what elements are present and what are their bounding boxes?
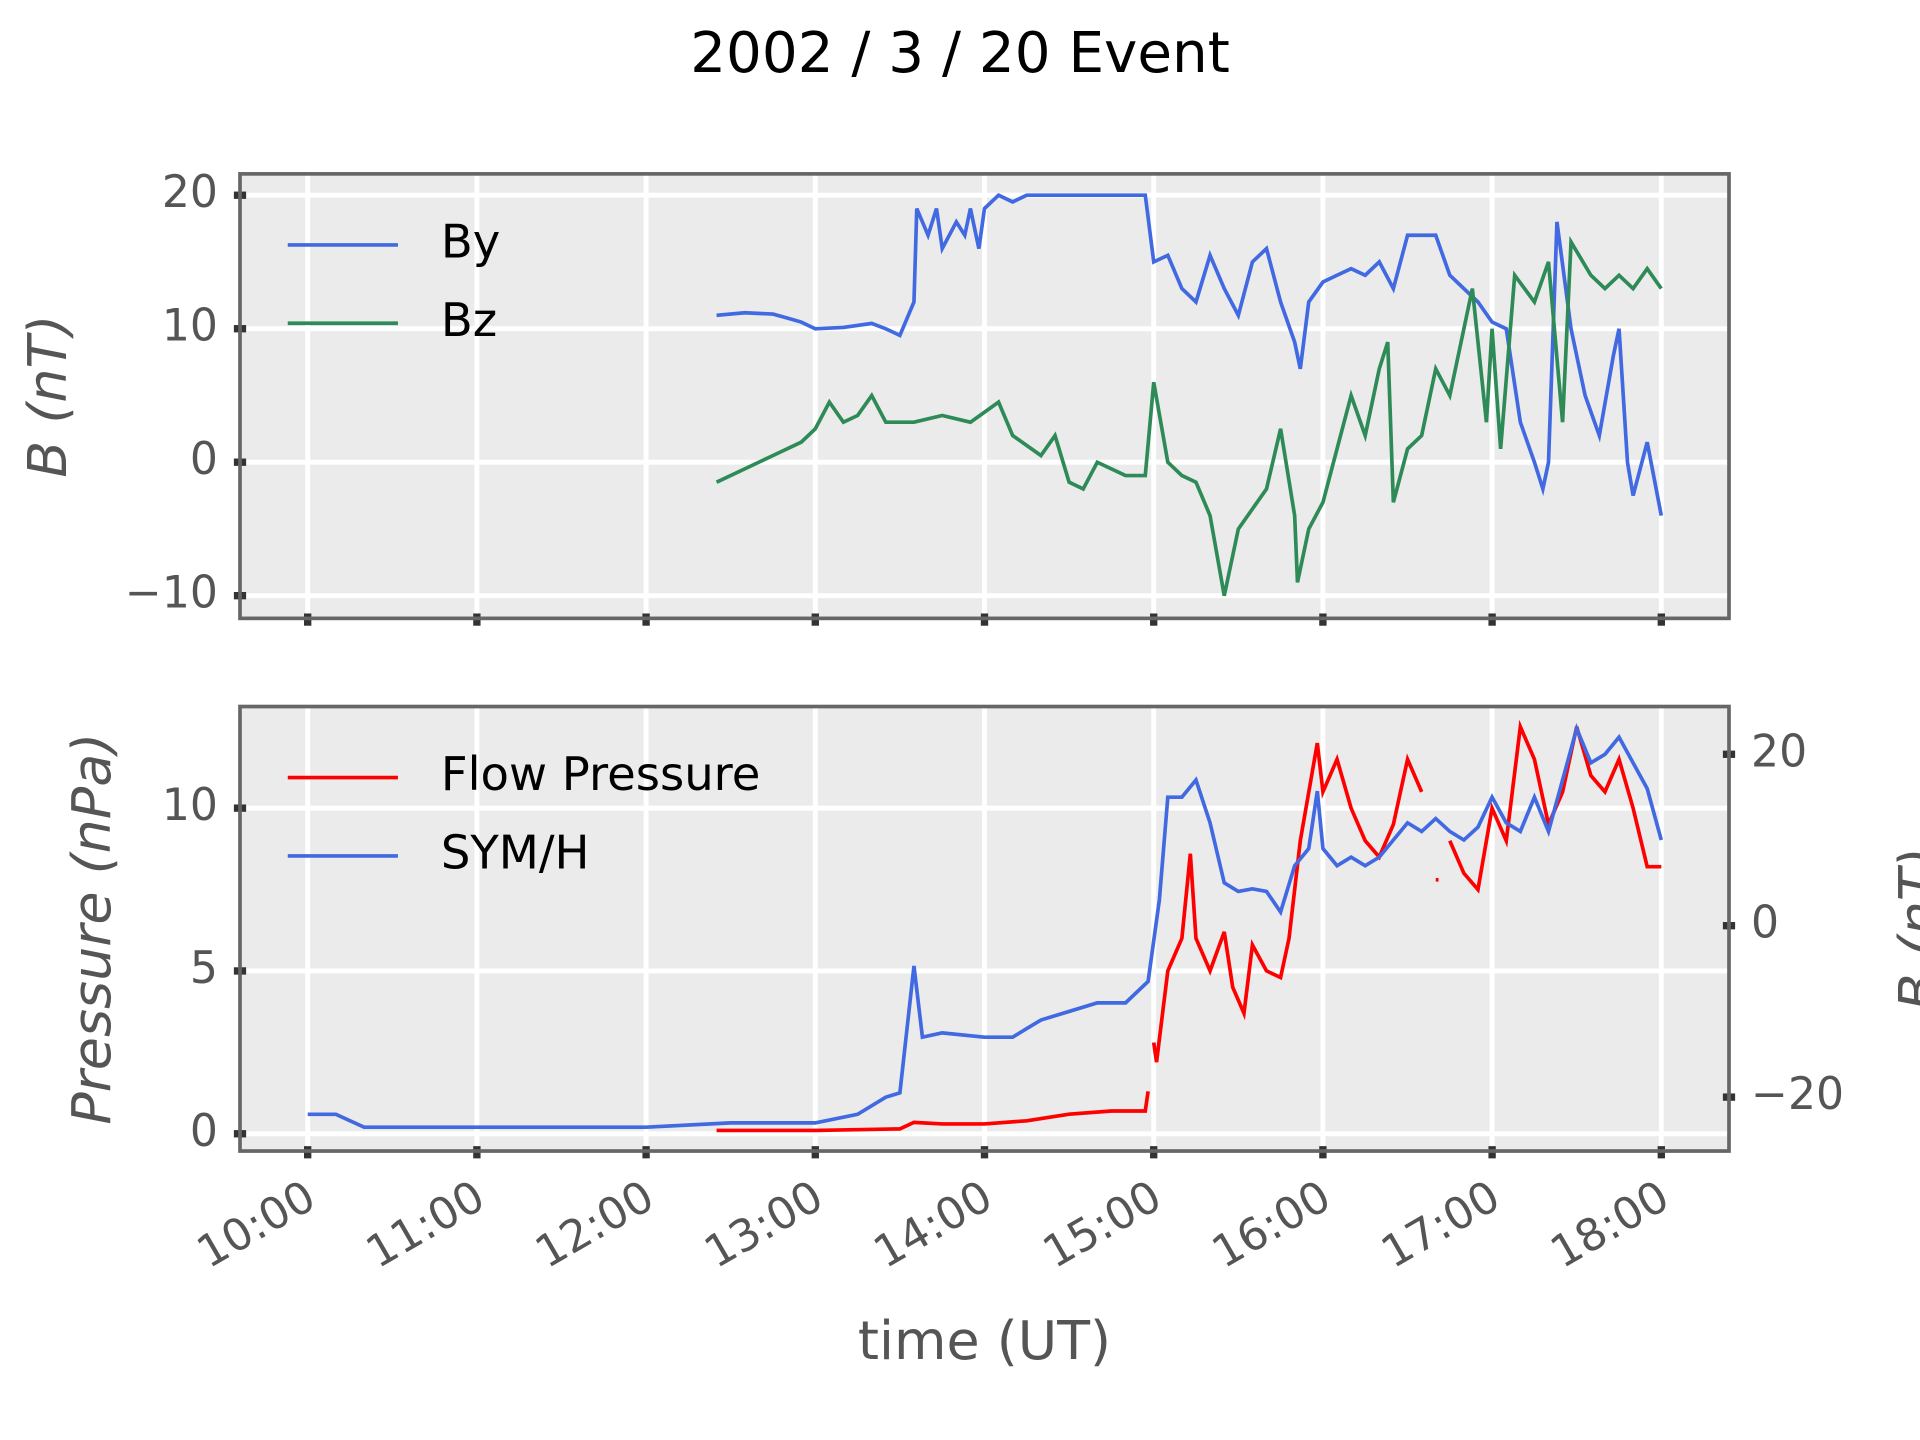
y-tick-label: 10 [162, 301, 218, 352]
x-tick-label: 12:00 [527, 1171, 663, 1279]
y-tick-label: 10 [162, 780, 218, 831]
x-axis-label: time (UT) [858, 1309, 1111, 1372]
plot-frame [238, 704, 1731, 1153]
x-tick-label: 14:00 [865, 1171, 1001, 1279]
x-tick-label: 15:00 [1035, 1171, 1171, 1279]
y-axis-label: B (nT) [16, 315, 79, 478]
y2-tick-label: 0 [1751, 898, 1779, 949]
y-tick-label: 5 [190, 943, 218, 994]
plot-frame [238, 172, 1731, 621]
y-tick-label: 20 [162, 167, 218, 218]
figure-body: 2002 / 3 / 20 Event −10 0 10 20 By Bz B (nT) 0 5… [16, 21, 1920, 1372]
y-axis-label: Pressure (nPa) [60, 733, 123, 1125]
legend-label: SYM/H [441, 825, 590, 879]
legend-label: Bz [441, 293, 497, 347]
figure-title: 2002 / 3 / 20 Event [690, 21, 1230, 86]
series-line [715, 235, 1663, 597]
y-tick-label: 0 [190, 1106, 218, 1157]
y2-tick-label: 20 [1751, 726, 1807, 777]
series-line [716, 719, 1662, 1133]
y2-tick-label: −20 [1751, 1069, 1844, 1120]
x-tick-label: 18:00 [1542, 1171, 1678, 1279]
legend-label: By [441, 214, 500, 268]
series-line [716, 192, 1664, 516]
x-tick-label: 17:00 [1373, 1171, 1509, 1279]
y-tick-label: 0 [190, 434, 218, 485]
x-tick-label: 13:00 [696, 1171, 832, 1279]
x-tick-label: 10:00 [189, 1171, 325, 1279]
series-line [307, 722, 1664, 1129]
legend-label: Flow Pressure [441, 747, 761, 801]
x-tick-label: 11:00 [358, 1171, 494, 1279]
x-tick-label: 16:00 [1204, 1171, 1340, 1279]
y2-axis-label: B (nT) [1887, 847, 1920, 1010]
y-tick-label: −10 [125, 568, 218, 619]
